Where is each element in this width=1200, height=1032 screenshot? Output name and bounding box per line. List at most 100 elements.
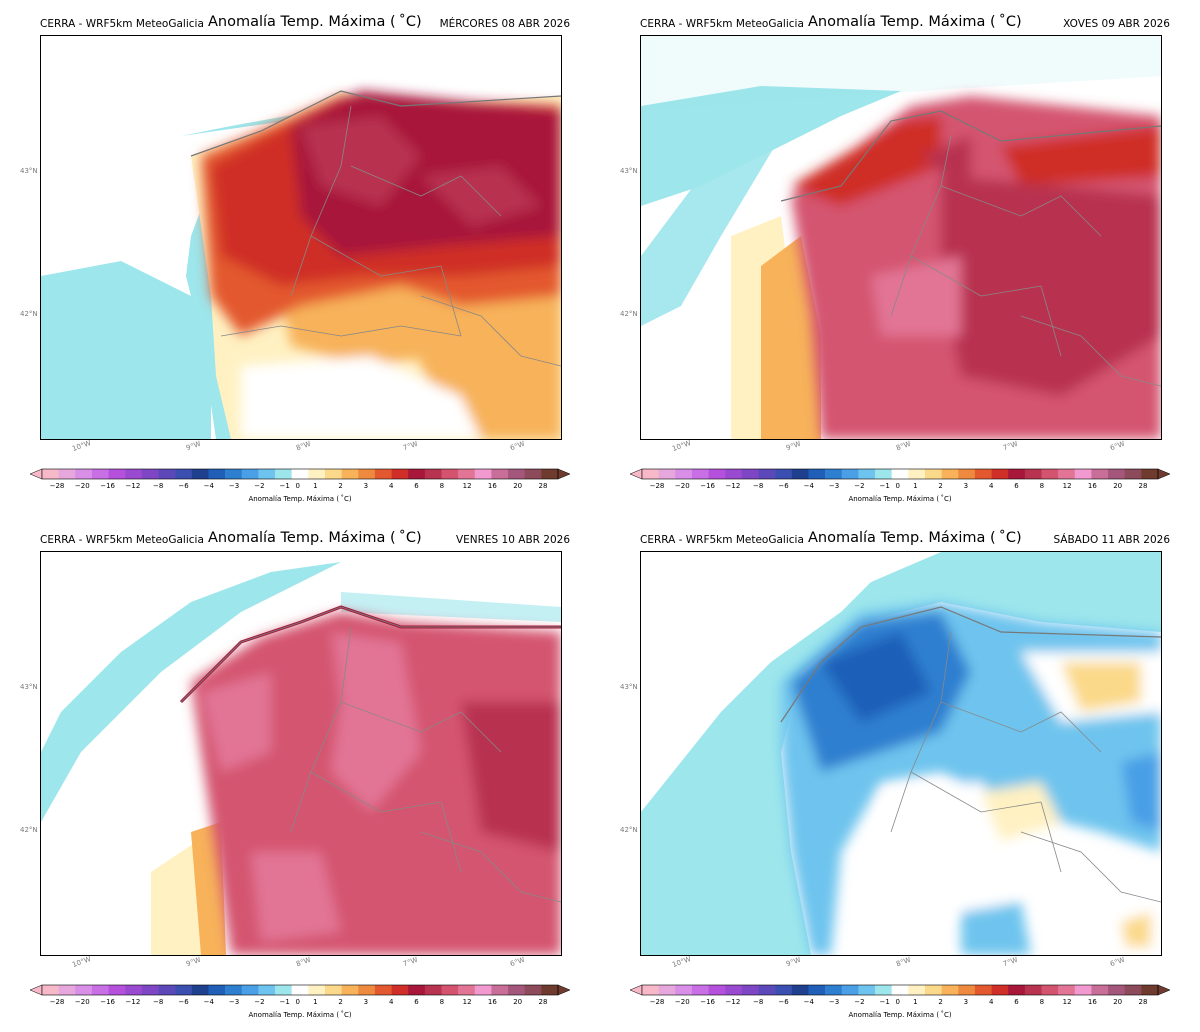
colorbar-swatch — [1058, 469, 1076, 479]
colorbar-swatch — [924, 469, 942, 479]
colorbar-tick-label: −3 — [228, 998, 240, 1006]
colorbar-tick-label: −1 — [279, 482, 290, 490]
colorbar-tick-label: −3 — [828, 998, 840, 1006]
colorbar-frame — [41, 984, 559, 996]
colorbar-swatch — [474, 469, 492, 479]
colorbar-swatch — [958, 985, 976, 995]
colorbar-swatch — [891, 469, 909, 479]
colorbar-tick-label: −28 — [649, 998, 665, 1006]
colorbar-tick-label: 28 — [1138, 998, 1148, 1006]
colorbar-tick-label: −4 — [203, 482, 214, 490]
lon-label-10: 10°W — [71, 438, 93, 454]
colorbar-tick-label: −28 — [49, 482, 65, 490]
colorbar-tick-label: 4 — [988, 482, 994, 490]
map-title: Anomalía Temp. Máxima ( ˚C) — [808, 14, 1022, 30]
colorbar-swatch — [658, 985, 676, 995]
colorbar-swatch — [875, 469, 892, 479]
colorbar-tick-label: 1 — [913, 998, 918, 1006]
colorbar-swatch — [358, 469, 376, 479]
colorbar-tick-label: 28 — [1138, 482, 1148, 490]
panel-header: CERRA - WRF5km MeteoGalicia Anomalía Tem… — [40, 530, 570, 554]
colorbar-swatch — [1024, 985, 1042, 995]
colorbar-swatch — [208, 985, 226, 995]
colorbar-tick-label: 6 — [1014, 482, 1019, 490]
colorbar-tick-label: −4 — [803, 998, 814, 1006]
colorbar-tick-label: −12 — [725, 998, 741, 1006]
lon-label-6: 6°W — [1109, 439, 1126, 453]
lon-label-7: 7°W — [1002, 439, 1019, 453]
colorbar-tick-label: 1 — [313, 998, 318, 1006]
colorbar-tick-label: −2 — [254, 482, 265, 490]
colorbar-tick-label: 28 — [538, 998, 548, 1006]
colorbar-swatch — [1041, 469, 1059, 479]
colorbar-swatch — [91, 985, 109, 995]
map-title: Anomalía Temp. Máxima ( ˚C) — [808, 530, 1022, 546]
colorbar-label: Anomalía Temp. Máxima ( ˚C) — [248, 1011, 352, 1019]
colorbar-tick-label: 8 — [1039, 482, 1045, 490]
colorbar-swatch — [725, 469, 743, 479]
colorbar-tick-label: −3 — [228, 482, 240, 490]
colorbar-tick-label: −6 — [778, 998, 789, 1006]
lon-label-6: 6°W — [509, 955, 526, 969]
colorbar-ticks: −28 −20 −16 −12 −8 −6 −4 −3 −2 −1 0 1 2 3 4 6 8 12 16 20 28 — [30, 482, 570, 494]
source-label: CERRA - WRF5km MeteoGalicia — [40, 18, 204, 30]
colorbar-swatch — [1108, 469, 1126, 479]
map-panel-1: CERRA - WRF5km MeteoGalicia Anomalía Tem… — [20, 14, 600, 514]
colorbar-swatch — [125, 469, 143, 479]
colorbar-swatch — [1124, 985, 1142, 995]
colorbar-swatch — [391, 469, 409, 479]
colorbar-swatch — [374, 985, 392, 995]
colorbar-tick-label: 6 — [414, 482, 419, 490]
colorbar-tick-label: −16 — [100, 998, 115, 1006]
colorbar-swatch — [974, 469, 992, 479]
lon-label-9: 9°W — [185, 955, 202, 969]
colorbar-tick-label: 3 — [363, 482, 369, 490]
colorbar-swatch — [324, 985, 342, 995]
source-label: CERRA - WRF5km MeteoGalicia — [40, 534, 204, 546]
colorbar-swatch — [42, 469, 59, 479]
colorbar-swatch — [891, 985, 909, 995]
map-panel-3: CERRA - WRF5km MeteoGalicia Anomalía Tem… — [20, 530, 600, 1030]
colorbar-tick-label: 3 — [963, 998, 969, 1006]
colorbar-tick-label: −16 — [700, 998, 715, 1006]
colorbar-tick-label: 2 — [338, 482, 343, 490]
colorbar-tick-label: 3 — [963, 482, 969, 490]
colorbar-tick-label: 16 — [1087, 998, 1097, 1006]
colorbar-swatch — [441, 469, 459, 479]
colorbar-tick-label: 8 — [1039, 998, 1045, 1006]
colorbar-frame — [641, 984, 1159, 996]
colorbar-swatch — [508, 469, 526, 479]
colorbar-swatch — [141, 985, 159, 995]
colorbar-swatch — [658, 469, 676, 479]
colorbar-swatch — [358, 985, 376, 995]
colorbar-swatch — [291, 469, 309, 479]
panel-header: CERRA - WRF5km MeteoGalicia Anomalía Tem… — [640, 530, 1170, 554]
lat-label-43: 43°N — [20, 683, 38, 691]
colorbar-arrow-left — [30, 984, 43, 996]
colorbar-swatch — [424, 985, 442, 995]
colorbar-swatch — [1091, 469, 1109, 479]
colorbar-swatch — [775, 469, 793, 479]
colorbar-swatch — [341, 985, 359, 995]
colorbar-swatch — [42, 985, 59, 995]
colorbar-tick-label: −12 — [725, 482, 741, 490]
lon-label-10: 10°W — [71, 954, 93, 970]
anomaly-map — [640, 551, 1162, 956]
colorbar-swatch — [708, 469, 726, 479]
lon-label-9: 9°W — [185, 439, 202, 453]
lon-label-10: 10°W — [671, 438, 693, 454]
colorbar-swatch — [875, 985, 892, 995]
colorbar-tick-label: 6 — [414, 998, 419, 1006]
colorbar-swatch — [791, 469, 809, 479]
colorbar-ticks: −28 −20 −16 −12 −8 −6 −4 −3 −2 −1 0 1 2 3 4 6 8 12 16 20 28 — [630, 998, 1170, 1010]
colorbar-swatch — [1108, 985, 1126, 995]
colorbar-tick-label: −4 — [803, 482, 814, 490]
colorbar-swatch — [491, 469, 509, 479]
colorbar-swatch — [1141, 469, 1159, 479]
colorbar-tick-label: 28 — [538, 482, 548, 490]
lon-label-7: 7°W — [402, 439, 419, 453]
colorbar-swatch — [524, 985, 542, 995]
colorbar-tick-label: 20 — [1113, 482, 1123, 490]
colorbar-swatch — [1074, 985, 1092, 995]
colorbar-swatch — [1024, 469, 1042, 479]
